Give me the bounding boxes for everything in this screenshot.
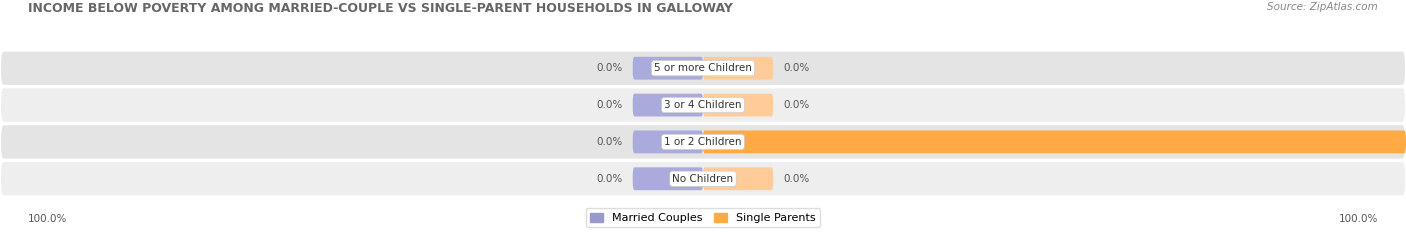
Text: 100.0%: 100.0% — [28, 214, 67, 224]
FancyBboxPatch shape — [633, 130, 703, 153]
Text: 5 or more Children: 5 or more Children — [654, 63, 752, 73]
FancyBboxPatch shape — [633, 57, 703, 80]
FancyBboxPatch shape — [703, 94, 773, 116]
FancyBboxPatch shape — [703, 57, 773, 80]
Text: 0.0%: 0.0% — [785, 100, 810, 110]
Text: 1 or 2 Children: 1 or 2 Children — [664, 137, 742, 147]
FancyBboxPatch shape — [0, 87, 1406, 123]
FancyBboxPatch shape — [703, 167, 773, 190]
Text: 0.0%: 0.0% — [596, 137, 621, 147]
Text: Source: ZipAtlas.com: Source: ZipAtlas.com — [1267, 2, 1378, 12]
Text: 0.0%: 0.0% — [785, 63, 810, 73]
Text: 0.0%: 0.0% — [785, 174, 810, 184]
Text: INCOME BELOW POVERTY AMONG MARRIED-COUPLE VS SINGLE-PARENT HOUSEHOLDS IN GALLOWA: INCOME BELOW POVERTY AMONG MARRIED-COUPL… — [28, 2, 733, 15]
Text: 0.0%: 0.0% — [596, 100, 621, 110]
Text: No Children: No Children — [672, 174, 734, 184]
Text: 0.0%: 0.0% — [596, 174, 621, 184]
Legend: Married Couples, Single Parents: Married Couples, Single Parents — [586, 208, 820, 227]
FancyBboxPatch shape — [633, 94, 703, 116]
FancyBboxPatch shape — [0, 51, 1406, 86]
Text: 100.0%: 100.0% — [1339, 214, 1378, 224]
Text: 0.0%: 0.0% — [596, 63, 621, 73]
FancyBboxPatch shape — [0, 124, 1406, 160]
FancyBboxPatch shape — [703, 130, 1406, 153]
FancyBboxPatch shape — [0, 161, 1406, 196]
Text: 3 or 4 Children: 3 or 4 Children — [664, 100, 742, 110]
FancyBboxPatch shape — [633, 167, 703, 190]
